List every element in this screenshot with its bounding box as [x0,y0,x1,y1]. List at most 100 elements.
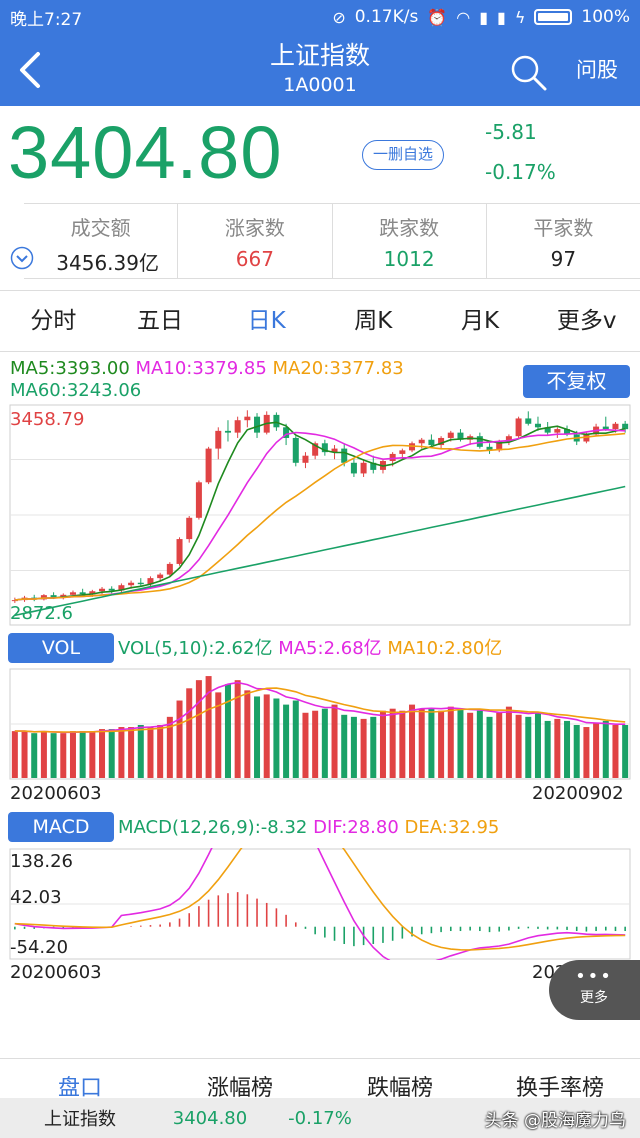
volume-bar [399,710,406,778]
candle-body [534,423,541,428]
vol-legend: VOL(5,10):2.62亿 MA5:2.68亿 MA10:2.80亿 [118,638,502,660]
battery-icon [534,9,573,25]
candle-body [341,448,348,463]
volume-bar [283,704,290,778]
candle-body [331,448,338,453]
candle-body [234,420,241,433]
candle-body [128,582,135,586]
volume-chart[interactable] [0,668,640,780]
signal-off-icon: ⊘ [332,7,346,27]
charging-icon: ϟ [514,7,526,27]
candle-body [321,443,328,453]
volume-bar [379,710,386,778]
vol-ma5-line [14,681,626,734]
tab-more[interactable]: 更多v [556,308,617,334]
period-tabs: 分时 五日 日K 周K 月K 更多v [0,290,640,352]
ticker-name: 上证指数 [44,1109,116,1130]
more-dots-icon: ••• [575,966,613,987]
volume-bar [573,725,580,778]
vol-ma5: MA5:2.68亿 [278,638,382,659]
status-bar: 晚上7:27 ⊘ 0.17K/s ⏰ ◠ ▮ ▮ ϟ 100% [0,0,640,34]
macd-value: MACD(12,26,9):-8.32 [118,817,308,838]
volume-bar [360,718,367,778]
volume-bar [244,690,251,778]
macd-indicator-button[interactable]: MACD [8,812,114,842]
alarm-icon: ⏰ [427,7,448,27]
volume-bar [312,710,319,778]
volume-bar [21,731,28,778]
candle-body [89,591,96,595]
candle-body [505,436,512,442]
volume-bar [292,700,299,778]
remove-watchlist-button[interactable]: 一删自选 [362,140,444,170]
tab-top-gainers[interactable]: 涨幅榜 [206,1076,273,1098]
ticker-price: 3404.80 [172,1107,248,1129]
cellular-icon: ▮ [479,7,489,27]
volume-bar [205,676,212,778]
volume-bar [234,680,241,778]
tab-top-losers[interactable]: 跌幅榜 [366,1076,433,1098]
candle-body [418,439,425,444]
candle-body [69,592,76,595]
volume-bar [476,710,483,778]
stat-label: 涨家数 [224,216,285,240]
tab-intraday[interactable]: 分时 [30,308,77,334]
stat-value: 97 [550,247,577,271]
ask-stock-button[interactable]: 问股 [576,58,618,82]
volume-bar [602,720,609,778]
tab-daily-k[interactable]: 日K [247,308,286,334]
volume-bar [128,727,135,778]
status-time: 晚上7:27 [10,9,83,30]
tab-order-book[interactable]: 盘口 [57,1076,102,1098]
stat-label: 跌家数 [379,216,440,240]
volume-bar [467,712,474,778]
volume-bar [418,708,425,778]
wifi-icon: ◠ [456,7,471,27]
volume-bar [350,716,357,778]
candle-body [166,563,173,575]
macd-chart[interactable] [0,848,640,960]
volume-bar [40,731,47,778]
volume-bar [486,716,493,778]
volume-bar [157,725,164,778]
stat-value: 667 [235,247,274,271]
search-icon[interactable] [508,52,548,92]
adjust-toggle-button[interactable]: 不复权 [523,365,630,398]
volume-bar [341,714,348,778]
candle-body [602,426,609,430]
more-button[interactable]: ••• 更多 [549,960,640,1020]
bottom-ticker-bar[interactable]: 上证指数 3404.80 -0.17% 头条 @股海魔力鸟 [0,1098,640,1138]
current-price: 3404.80 [8,111,283,194]
candle-body [370,462,377,470]
candle-body [554,429,561,433]
tab-turnover-rank[interactable]: 换手率榜 [515,1076,604,1098]
volume-bar [186,688,193,778]
macd-start-date: 20200603 [10,962,102,983]
tab-five-day[interactable]: 五日 [137,308,183,334]
candle-body [457,432,464,440]
candle-body [195,482,202,518]
tab-monthly-k[interactable]: 月K [460,308,500,334]
candle-body [244,416,251,421]
volume-bar [215,692,222,778]
vol-indicator-button[interactable]: VOL [8,633,114,663]
more-label: 更多 [580,990,608,1006]
volume-bar [505,706,512,778]
volume-bar [147,727,154,778]
candle-body [11,600,18,602]
page-title: 上证指数 [269,41,370,70]
macd-dea: DEA:32.95 [404,817,500,838]
volume-bar [60,733,67,778]
volume-bar [50,733,57,778]
volume-bar [302,712,309,778]
tab-weekly-k[interactable]: 周K [354,308,393,334]
chevron-down-icon[interactable] [10,246,34,270]
dea-line [14,848,626,951]
ma20-line [14,432,626,601]
bottom-tabs: 盘口 涨幅榜 跌幅榜 换手率榜 [0,1058,640,1098]
kline-chart[interactable] [0,404,640,626]
vol-end-date: 20200902 [532,783,624,804]
candle-body [137,582,144,585]
candle-body [79,592,86,595]
back-arrow-icon[interactable] [12,48,52,92]
